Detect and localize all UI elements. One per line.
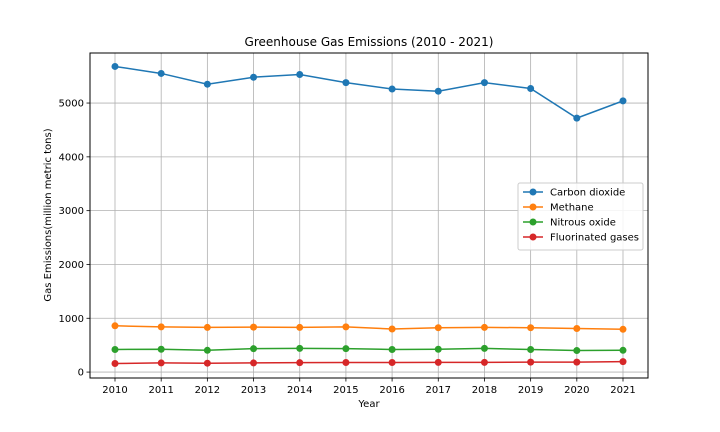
x-tick-label: 2017 bbox=[426, 385, 451, 396]
data-point-methane bbox=[573, 324, 581, 332]
x-tick-label: 2014 bbox=[287, 385, 312, 396]
series-line-carbon-dioxide bbox=[114, 65, 624, 119]
data-point-carbon-dioxide bbox=[388, 85, 396, 93]
data-point-carbon-dioxide bbox=[527, 85, 535, 93]
y-axis-ticks: 0 1000 2000 3000 4000 5000 bbox=[59, 99, 90, 379]
y-tick-label: 3000 bbox=[59, 206, 84, 217]
data-point-carbon-dioxide bbox=[296, 71, 304, 79]
data-point-fluorinated-gases bbox=[573, 358, 581, 366]
series-line-fluorinated-gases bbox=[114, 360, 624, 365]
data-point-nitrous-oxide bbox=[388, 345, 396, 353]
x-tick-label: 2020 bbox=[564, 385, 589, 396]
data-point-nitrous-oxide bbox=[527, 345, 535, 353]
data-point-methane bbox=[250, 323, 258, 331]
legend-label: Fluorinated gases bbox=[550, 233, 639, 244]
legend-swatch-marker bbox=[529, 203, 537, 211]
data-point-nitrous-oxide bbox=[111, 345, 119, 353]
legend-item-fluorinated-gases: Fluorinated gases bbox=[523, 233, 639, 244]
data-point-fluorinated-gases bbox=[203, 359, 211, 367]
data-point-methane bbox=[203, 323, 211, 331]
x-tick-label: 2019 bbox=[518, 385, 543, 396]
legend-frame bbox=[517, 182, 644, 251]
data-point-fluorinated-gases bbox=[388, 359, 396, 367]
x-axis-ticks: 2010 2011 2012 2013 2014 2015 2016 2017 2018 2019… bbox=[102, 378, 636, 396]
y-axis-label: Gas Emissions(million metric tons) bbox=[43, 128, 54, 301]
data-point-carbon-dioxide bbox=[619, 97, 627, 105]
x-axis-label: Year bbox=[357, 399, 380, 410]
legend-swatch-marker bbox=[529, 233, 537, 241]
y-tick-label: 2000 bbox=[59, 260, 84, 271]
legend-item-nitrous-oxide: Nitrous oxide bbox=[523, 218, 616, 229]
x-tick-label: 2016 bbox=[379, 385, 404, 396]
legend-label: Nitrous oxide bbox=[550, 218, 616, 229]
series-line-methane bbox=[114, 325, 624, 331]
data-point-methane bbox=[296, 323, 304, 331]
data-point-fluorinated-gases bbox=[434, 358, 442, 366]
data-point-nitrous-oxide bbox=[203, 346, 211, 354]
y-tick-label: 4000 bbox=[59, 152, 84, 163]
data-point-fluorinated-gases bbox=[619, 358, 627, 366]
data-point-fluorinated-gases bbox=[527, 358, 535, 366]
x-tick-label: 2011 bbox=[148, 385, 173, 396]
grid bbox=[90, 53, 648, 378]
data-point-carbon-dioxide bbox=[480, 79, 488, 87]
data-point-carbon-dioxide bbox=[573, 114, 581, 122]
series-fluorinated-gases bbox=[111, 358, 627, 367]
data-point-carbon-dioxide bbox=[250, 73, 258, 81]
legend-item-carbon-dioxide: Carbon dioxide bbox=[523, 188, 625, 199]
series-nitrous-oxide bbox=[111, 344, 627, 355]
data-point-fluorinated-gases bbox=[480, 358, 488, 366]
y-tick-label: 1000 bbox=[59, 314, 84, 325]
data-point-methane bbox=[342, 323, 350, 331]
legend-label: Carbon dioxide bbox=[550, 188, 625, 199]
y-tick-label: 0 bbox=[78, 368, 84, 379]
x-tick-label: 2013 bbox=[241, 385, 266, 396]
data-point-nitrous-oxide bbox=[434, 345, 442, 353]
data-point-nitrous-oxide bbox=[619, 346, 627, 354]
series-methane bbox=[111, 322, 627, 333]
data-point-methane bbox=[434, 324, 442, 332]
data-point-methane bbox=[480, 323, 488, 331]
data-point-carbon-dioxide bbox=[157, 69, 165, 77]
data-point-carbon-dioxide bbox=[342, 79, 350, 87]
y-tick-label: 5000 bbox=[59, 99, 84, 110]
plot-area-frame bbox=[89, 52, 649, 379]
data-point-methane bbox=[527, 324, 535, 332]
data-point-methane bbox=[619, 325, 627, 333]
data-point-carbon-dioxide bbox=[203, 80, 211, 88]
legend: Carbon dioxide Methane Nitrous oxide Fluori… bbox=[517, 182, 644, 251]
x-tick-label: 2018 bbox=[472, 385, 497, 396]
data-point-fluorinated-gases bbox=[111, 359, 119, 367]
data-point-methane bbox=[157, 323, 165, 331]
x-tick-label: 2015 bbox=[333, 385, 358, 396]
series-line-nitrous-oxide bbox=[114, 347, 624, 352]
data-point-nitrous-oxide bbox=[342, 345, 350, 353]
data-point-methane bbox=[111, 322, 119, 330]
series-carbon-dioxide bbox=[111, 62, 627, 122]
data-point-nitrous-oxide bbox=[250, 345, 258, 353]
data-point-methane bbox=[388, 325, 396, 333]
legend-swatch-marker bbox=[529, 218, 537, 226]
x-tick-label: 2021 bbox=[610, 385, 635, 396]
legend-label: Methane bbox=[550, 203, 594, 214]
data-point-nitrous-oxide bbox=[573, 347, 581, 355]
data-point-nitrous-oxide bbox=[157, 345, 165, 353]
data-point-nitrous-oxide bbox=[480, 344, 488, 352]
legend-swatch-marker bbox=[529, 188, 537, 196]
data-point-carbon-dioxide bbox=[434, 87, 442, 95]
series-layer bbox=[111, 62, 627, 367]
x-tick-label: 2010 bbox=[102, 385, 127, 396]
data-point-fluorinated-gases bbox=[250, 359, 258, 367]
data-point-fluorinated-gases bbox=[296, 359, 304, 367]
legend-item-methane: Methane bbox=[523, 203, 594, 214]
data-point-carbon-dioxide bbox=[111, 62, 119, 70]
data-point-nitrous-oxide bbox=[296, 344, 304, 352]
chart-title: Greenhouse Gas Emissions (2010 - 2021) bbox=[245, 35, 494, 49]
data-point-fluorinated-gases bbox=[157, 359, 165, 367]
x-tick-label: 2012 bbox=[195, 385, 220, 396]
data-point-fluorinated-gases bbox=[342, 359, 350, 367]
